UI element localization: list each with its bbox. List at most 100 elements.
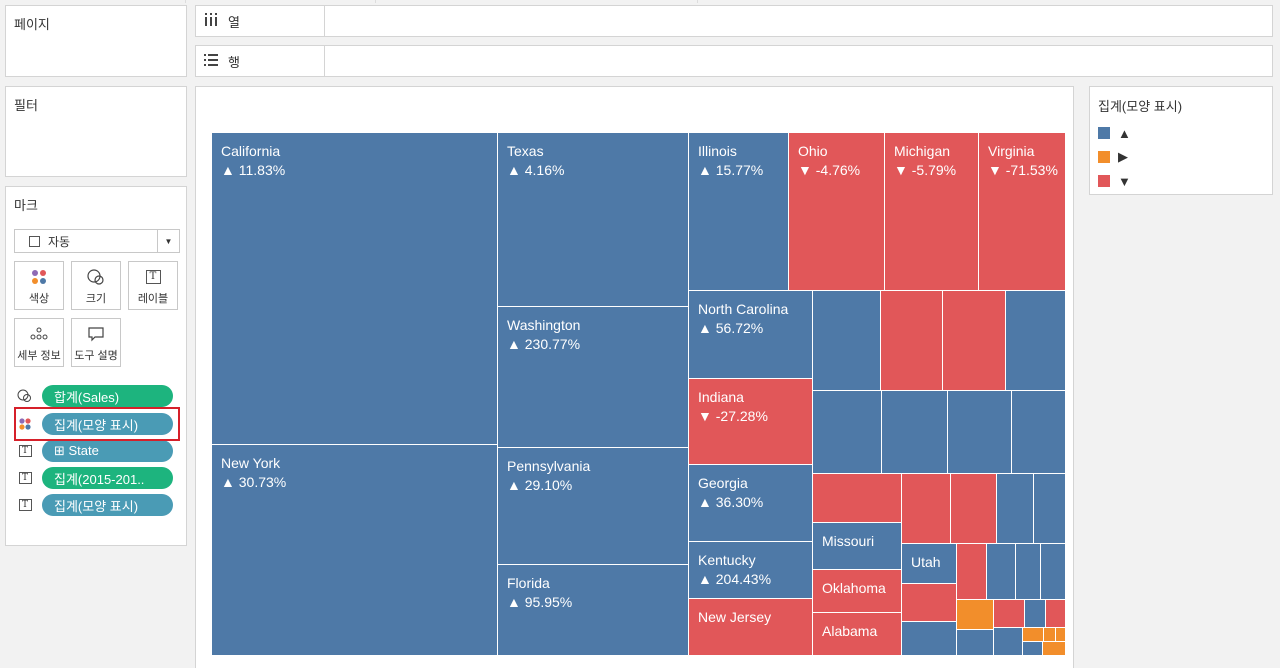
- treemap-cell[interactable]: Illinois ▲ 15.77%: [689, 133, 789, 291]
- treemap-cell[interactable]: California ▲ 11.83%: [212, 133, 498, 445]
- treemap-cell[interactable]: Missouri: [813, 523, 902, 570]
- treemap-cell[interactable]: [994, 600, 1025, 628]
- treemap-cell[interactable]: Florida ▲ 95.95%: [498, 565, 689, 656]
- treemap-cell[interactable]: Virginia ▼ -71.53%: [979, 133, 1066, 291]
- marks-pill-row: 합계(Sales): [14, 384, 173, 408]
- text-icon: T: [14, 445, 36, 457]
- divider: [697, 0, 698, 3]
- chevron-down-icon[interactable]: ▼: [157, 230, 179, 252]
- marks-title: 마크: [14, 198, 38, 213]
- state-change: ▲ 29.10%: [507, 477, 573, 493]
- state-name: North Carolina: [698, 301, 789, 317]
- treemap-cell[interactable]: [813, 474, 902, 523]
- state-name: California: [221, 143, 281, 159]
- treemap-cell[interactable]: [813, 391, 882, 474]
- detail-dots-icon: [15, 321, 63, 347]
- state-change: ▲ 15.77%: [698, 162, 764, 178]
- legend-item-flat[interactable]: ▶: [1098, 148, 1128, 166]
- highlight-box: [14, 407, 180, 441]
- treemap-cell[interactable]: [1012, 391, 1066, 474]
- treemap-cell[interactable]: Michigan ▼ -5.79%: [885, 133, 979, 291]
- treemap-cell[interactable]: [882, 391, 948, 474]
- growth-label-pill[interactable]: 집계(2015-201..: [42, 467, 173, 489]
- treemap-cell[interactable]: [994, 628, 1023, 656]
- color-button[interactable]: 색상: [14, 261, 64, 310]
- treemap-cell[interactable]: [1044, 628, 1056, 642]
- color-icon: [14, 417, 36, 431]
- treemap-cell[interactable]: [1016, 544, 1041, 600]
- legend-swatch: [1098, 151, 1110, 163]
- state-change: ▲ 204.43%: [698, 571, 772, 587]
- treemap-cell[interactable]: Ohio ▼ -4.76%: [789, 133, 885, 291]
- detail-button[interactable]: 세부 정보: [14, 318, 64, 367]
- treemap-cell[interactable]: [1056, 628, 1066, 642]
- treemap-cell[interactable]: Kentucky ▲ 204.43%: [689, 542, 813, 599]
- treemap-cell[interactable]: North Carolina ▲ 56.72%: [689, 291, 813, 379]
- filters-shelf[interactable]: 필터: [5, 86, 187, 177]
- state-label-pill[interactable]: ⊞ State: [42, 440, 173, 462]
- legend-item-up[interactable]: ▲: [1098, 124, 1131, 142]
- columns-label: 열: [228, 14, 240, 30]
- state-change: ▼ -5.79%: [894, 162, 957, 178]
- divider: [185, 0, 186, 3]
- state-name: Indiana: [698, 389, 744, 405]
- pages-shelf[interactable]: 페이지: [5, 5, 187, 77]
- treemap-cell[interactable]: Pennsylvania ▲ 29.10%: [498, 448, 689, 565]
- treemap-cell[interactable]: [1046, 600, 1066, 628]
- treemap-cell[interactable]: Georgia ▲ 36.30%: [689, 465, 813, 542]
- state-change: ▲ 36.30%: [698, 494, 764, 510]
- treemap-cell[interactable]: Utah: [902, 544, 957, 584]
- sales-size-pill[interactable]: 합계(Sales): [42, 385, 173, 407]
- shape-label-pill[interactable]: 집계(모양 표시): [42, 494, 173, 516]
- state-name: Illinois: [698, 143, 737, 159]
- treemap-cell[interactable]: Washington ▲ 230.77%: [498, 307, 689, 448]
- treemap-cell[interactable]: [951, 474, 997, 544]
- treemap-cell[interactable]: [1034, 474, 1066, 544]
- size-button[interactable]: 크기: [71, 261, 121, 310]
- text-icon: T: [129, 264, 177, 290]
- treemap-cell[interactable]: [881, 291, 943, 391]
- tooltip-button[interactable]: 도구 설명: [71, 318, 121, 367]
- treemap-cell[interactable]: [957, 600, 994, 630]
- treemap-cell[interactable]: [1043, 642, 1066, 656]
- rows-shelf[interactable]: 행: [195, 45, 1273, 77]
- treemap-cell[interactable]: [902, 584, 957, 622]
- state-change: ▲ 56.72%: [698, 320, 764, 336]
- treemap-cell[interactable]: New Jersey: [689, 599, 813, 656]
- state-change: ▲ 4.16%: [507, 162, 565, 178]
- state-name: New York: [221, 455, 281, 471]
- treemap-cell[interactable]: [957, 630, 994, 656]
- treemap-cell[interactable]: New York ▲ 30.73%: [212, 445, 498, 656]
- treemap-cell[interactable]: [948, 391, 1012, 474]
- treemap-cell[interactable]: [957, 544, 987, 600]
- treemap-cell[interactable]: [902, 622, 957, 656]
- text-icon: T: [14, 472, 36, 484]
- treemap-cell[interactable]: [1025, 600, 1046, 628]
- treemap-cell[interactable]: Alabama: [813, 613, 902, 656]
- treemap-cell[interactable]: [997, 474, 1034, 544]
- legend-swatch: [1098, 175, 1110, 187]
- label-button[interactable]: T 레이블: [128, 261, 178, 310]
- state-change: ▲ 230.77%: [507, 336, 581, 352]
- treemap-cell[interactable]: [1023, 642, 1043, 656]
- columns-shelf[interactable]: 열: [195, 5, 1273, 37]
- state-name: New Jersey: [698, 609, 772, 625]
- treemap-cell[interactable]: [1006, 291, 1066, 391]
- treemap-cell[interactable]: [943, 291, 1006, 391]
- treemap-cell[interactable]: [1041, 544, 1066, 600]
- treemap-cell[interactable]: [987, 544, 1016, 600]
- marks-pill-row: 집계(모양 표시): [14, 412, 173, 436]
- shape-color-pill[interactable]: 집계(모양 표시): [42, 413, 173, 435]
- treemap-cell[interactable]: [1023, 628, 1044, 642]
- treemap-cell[interactable]: [813, 291, 881, 391]
- treemap-cell[interactable]: [902, 474, 951, 544]
- columns-icon: [204, 12, 220, 30]
- legend-item-down[interactable]: ▼: [1098, 172, 1131, 190]
- treemap-cell[interactable]: Oklahoma: [813, 570, 902, 613]
- state-name: Kentucky: [698, 552, 756, 568]
- state-name: Missouri: [822, 533, 875, 549]
- mark-type-dropdown[interactable]: 자동 ▼: [14, 229, 180, 253]
- state-name: Georgia: [698, 475, 748, 491]
- treemap-cell[interactable]: Indiana ▼ -27.28%: [689, 379, 813, 465]
- treemap-cell[interactable]: Texas ▲ 4.16%: [498, 133, 689, 307]
